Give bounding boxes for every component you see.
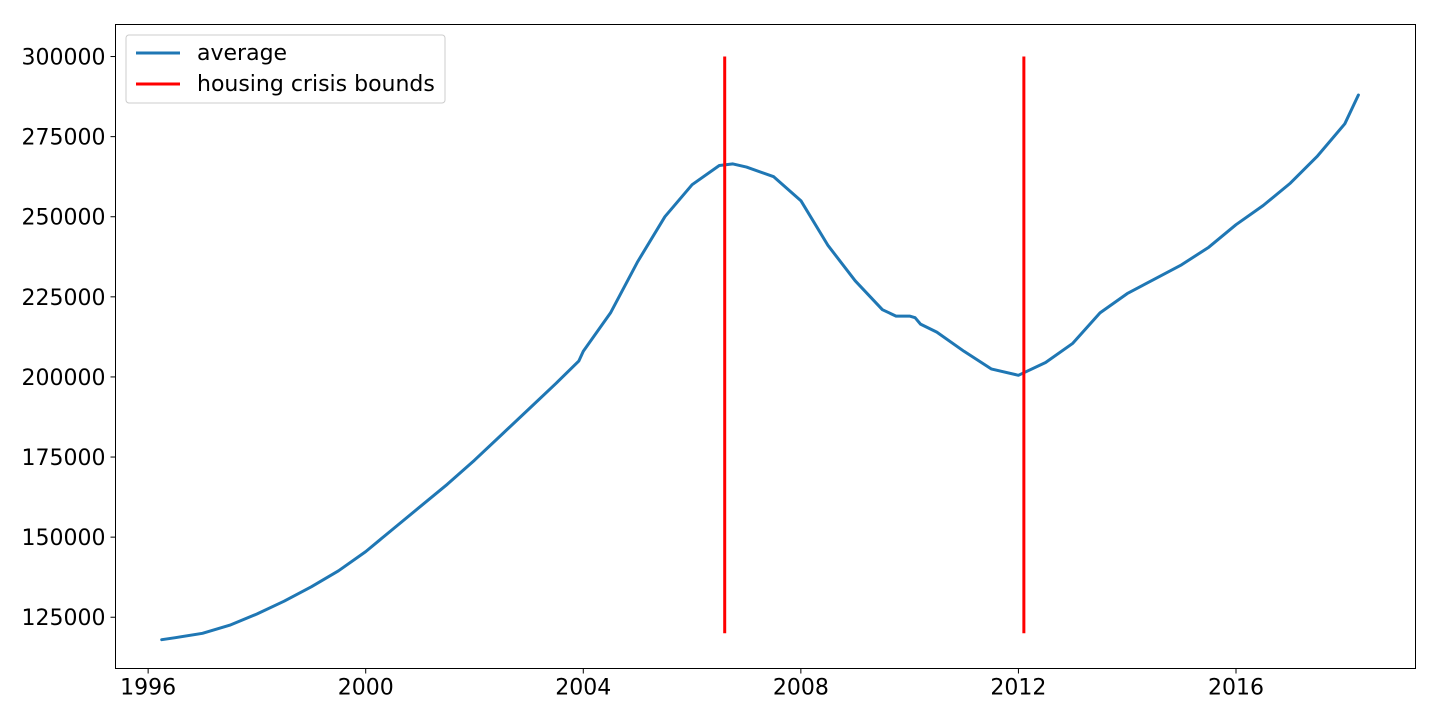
x-tick-label: 2008 (773, 676, 829, 701)
y-tick-label: 200000 (22, 366, 106, 391)
y-tick-label: 250000 (22, 206, 106, 231)
x-tick-label: 2004 (555, 676, 611, 701)
y-tick-label: 150000 (22, 526, 106, 551)
series-layer (160, 56, 1360, 642)
y-tick-label: 275000 (22, 126, 106, 151)
x-axis: 1996 2000 2004 2008 2012 2016 (120, 668, 1264, 701)
x-tick-label: 2000 (338, 676, 394, 701)
y-tick-label: 225000 (22, 286, 106, 311)
y-tick-label: 300000 (22, 46, 106, 71)
series-line-average (160, 93, 1360, 642)
legend-label-housing-crisis-bounds: housing crisis bounds (197, 72, 435, 97)
legend-label-average: average (197, 41, 287, 66)
y-tick-label: 175000 (22, 446, 106, 471)
x-tick-label: 2016 (1208, 676, 1264, 701)
legend: average housing crisis bounds (125, 34, 446, 104)
y-tick-label: 125000 (22, 606, 106, 631)
legend-box (125, 34, 446, 104)
plot-area-frame (115, 24, 1416, 669)
x-tick-label: 2012 (990, 676, 1046, 701)
y-axis: 125000 150000 175000 200000 225000 250000 2750… (22, 46, 116, 631)
x-tick-label: 1996 (120, 676, 176, 701)
